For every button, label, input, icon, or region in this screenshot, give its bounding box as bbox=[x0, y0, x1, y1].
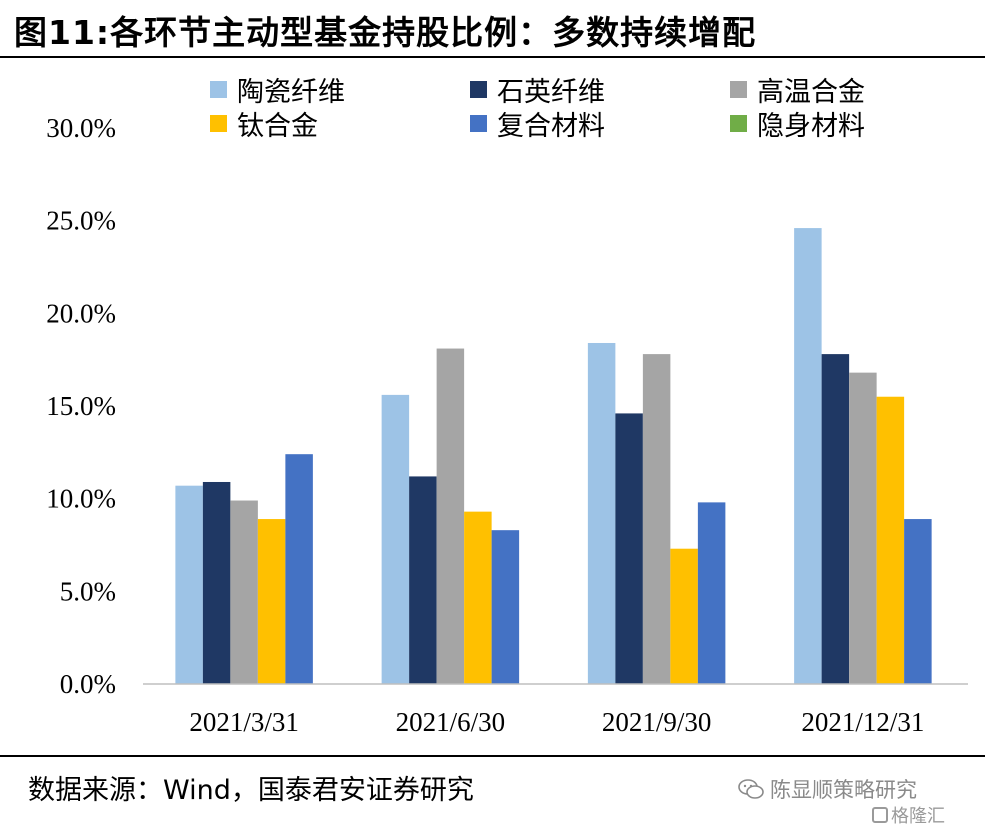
y-tick-label: 0.0% bbox=[60, 669, 116, 699]
legend-label: 高温合金 bbox=[757, 77, 865, 108]
bar bbox=[409, 476, 437, 684]
legend-item-composite: 复合材料 bbox=[470, 104, 605, 143]
legend-item-titanium-alloy: 钛合金 bbox=[210, 104, 318, 143]
legend-swatch bbox=[210, 115, 227, 132]
y-tick-label: 25.0% bbox=[46, 206, 116, 236]
legend-item-quartz-fiber: 石英纤维 bbox=[470, 70, 605, 109]
y-tick-label: 20.0% bbox=[46, 298, 116, 328]
bar bbox=[491, 530, 520, 684]
bar bbox=[904, 519, 932, 684]
legend-label: 陶瓷纤维 bbox=[237, 77, 345, 108]
bar bbox=[175, 485, 203, 684]
bar bbox=[794, 228, 822, 684]
legend-swatch bbox=[470, 81, 487, 98]
bar bbox=[436, 348, 465, 684]
bar bbox=[849, 372, 877, 684]
bar bbox=[587, 342, 616, 684]
legend-label: 复合材料 bbox=[497, 111, 605, 142]
y-tick-label: 5.0% bbox=[60, 576, 116, 606]
x-tick-label: 2021/12/31 bbox=[801, 707, 924, 737]
bar bbox=[821, 354, 850, 684]
bar bbox=[202, 481, 231, 684]
gelonghui-logo-icon bbox=[872, 807, 888, 823]
legend-label: 钛合金 bbox=[237, 111, 318, 142]
bar bbox=[257, 519, 286, 684]
x-tick-label: 2021/3/31 bbox=[189, 707, 299, 737]
footer-rule bbox=[0, 755, 985, 757]
bar bbox=[697, 502, 726, 684]
bar bbox=[876, 396, 905, 684]
watermark-secondary-text: 格隆汇 bbox=[891, 806, 945, 827]
watermark-secondary: 格隆汇 bbox=[872, 802, 945, 828]
legend-item-ceramic-fiber: 陶瓷纤维 bbox=[210, 70, 345, 109]
bar bbox=[464, 511, 492, 684]
bar bbox=[615, 413, 643, 684]
legend-swatch bbox=[730, 81, 747, 98]
watermark-text: 陈显顺策略研究 bbox=[770, 778, 917, 802]
source-note: 数据来源：Wind，国泰君安证券研究 bbox=[28, 775, 474, 806]
wechat-icon bbox=[738, 779, 764, 799]
legend-swatch bbox=[730, 115, 747, 132]
x-tick-label: 2021/9/30 bbox=[602, 707, 712, 737]
y-tick-label: 30.0% bbox=[46, 113, 116, 143]
legend-swatch bbox=[210, 81, 227, 98]
bar bbox=[230, 500, 258, 684]
bar bbox=[642, 354, 671, 684]
y-tick-label: 15.0% bbox=[46, 391, 116, 421]
legend-item-stealth-material: 隐身材料 bbox=[730, 104, 865, 143]
legend-label: 隐身材料 bbox=[757, 111, 865, 142]
legend-swatch bbox=[470, 115, 487, 132]
y-tick-label: 10.0% bbox=[46, 484, 116, 514]
legend-item-superalloy: 高温合金 bbox=[730, 70, 865, 109]
legend-label: 石英纤维 bbox=[497, 77, 605, 108]
chart-title: 图11:各环节主动型基金持股比例：多数持续增配 bbox=[14, 13, 757, 52]
watermark: 陈显顺策略研究 bbox=[738, 774, 917, 804]
bar bbox=[285, 454, 313, 684]
bar bbox=[670, 548, 698, 684]
title-rule bbox=[0, 56, 985, 58]
bar bbox=[381, 394, 410, 684]
x-tick-label: 2021/6/30 bbox=[396, 707, 506, 737]
